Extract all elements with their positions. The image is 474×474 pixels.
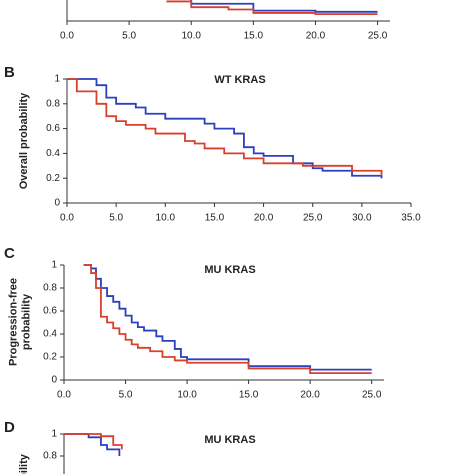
y-tick-label: 1: [51, 260, 57, 271]
y-tick-label: 0.6: [46, 123, 60, 134]
x-tick-label: 35.0: [401, 213, 421, 224]
x-tick-label: 15.0: [205, 213, 225, 224]
x-tick-label: 15.0: [239, 390, 259, 401]
x-tick-label: 10.0: [181, 31, 201, 42]
y-tick-label: 0.8: [43, 451, 57, 462]
survival-curve: [190, 0, 378, 13]
panel-letter: D: [4, 419, 15, 436]
y-tick-label: 0.6: [43, 306, 57, 317]
y-tick-label: 1: [54, 74, 60, 85]
panel-title: MU KRAS: [204, 434, 255, 446]
panel-letter: C: [4, 245, 15, 262]
x-tick-label: 5.0: [109, 213, 123, 224]
panel-title: WT KRAS: [214, 74, 265, 86]
x-tick-label: 0.0: [60, 213, 74, 224]
x-tick-label: 30.0: [352, 213, 372, 224]
survival-curve: [67, 78, 383, 176]
survival-curve: [67, 78, 383, 179]
y-axis-label: ability: [18, 453, 30, 474]
y-tick-label: 0.8: [46, 98, 60, 109]
y-axis-label: Overall probability: [18, 92, 30, 189]
x-tick-label: 5.0: [119, 390, 133, 401]
x-tick-label: 0.0: [57, 390, 71, 401]
x-tick-label: 10.0: [177, 390, 197, 401]
y-tick-label: 0: [51, 375, 57, 386]
y-tick-label: 0.2: [46, 173, 60, 184]
survival-curve: [64, 433, 123, 450]
survival-curve: [83, 264, 372, 371]
y-tick-label: 0.2: [43, 352, 57, 363]
survival-curve: [64, 433, 121, 456]
x-tick-label: 15.0: [244, 31, 264, 42]
x-tick-label: 20.0: [254, 213, 274, 224]
x-tick-label: 20.0: [306, 31, 326, 42]
survival-curve: [166, 0, 378, 15]
y-tick-label: 0.4: [46, 148, 60, 159]
panel-letter: B: [4, 64, 15, 81]
x-tick-label: 25.0: [362, 390, 382, 401]
x-tick-label: 5.0: [122, 31, 136, 42]
y-tick-label: 0.4: [43, 329, 57, 340]
x-tick-label: 25.0: [368, 31, 388, 42]
x-tick-label: 0.0: [60, 31, 74, 42]
y-tick-label: 0: [54, 198, 60, 209]
panel-title: MU KRAS: [204, 264, 255, 276]
y-axis-label: probability: [20, 293, 32, 350]
x-tick-label: 10.0: [156, 213, 176, 224]
x-tick-label: 25.0: [303, 213, 323, 224]
y-tick-label: 0.8: [43, 283, 57, 294]
x-tick-label: 20.0: [300, 390, 320, 401]
y-tick-label: 1: [51, 429, 57, 440]
survival-curve: [83, 264, 372, 374]
y-axis-label: Progression-free: [7, 278, 19, 366]
